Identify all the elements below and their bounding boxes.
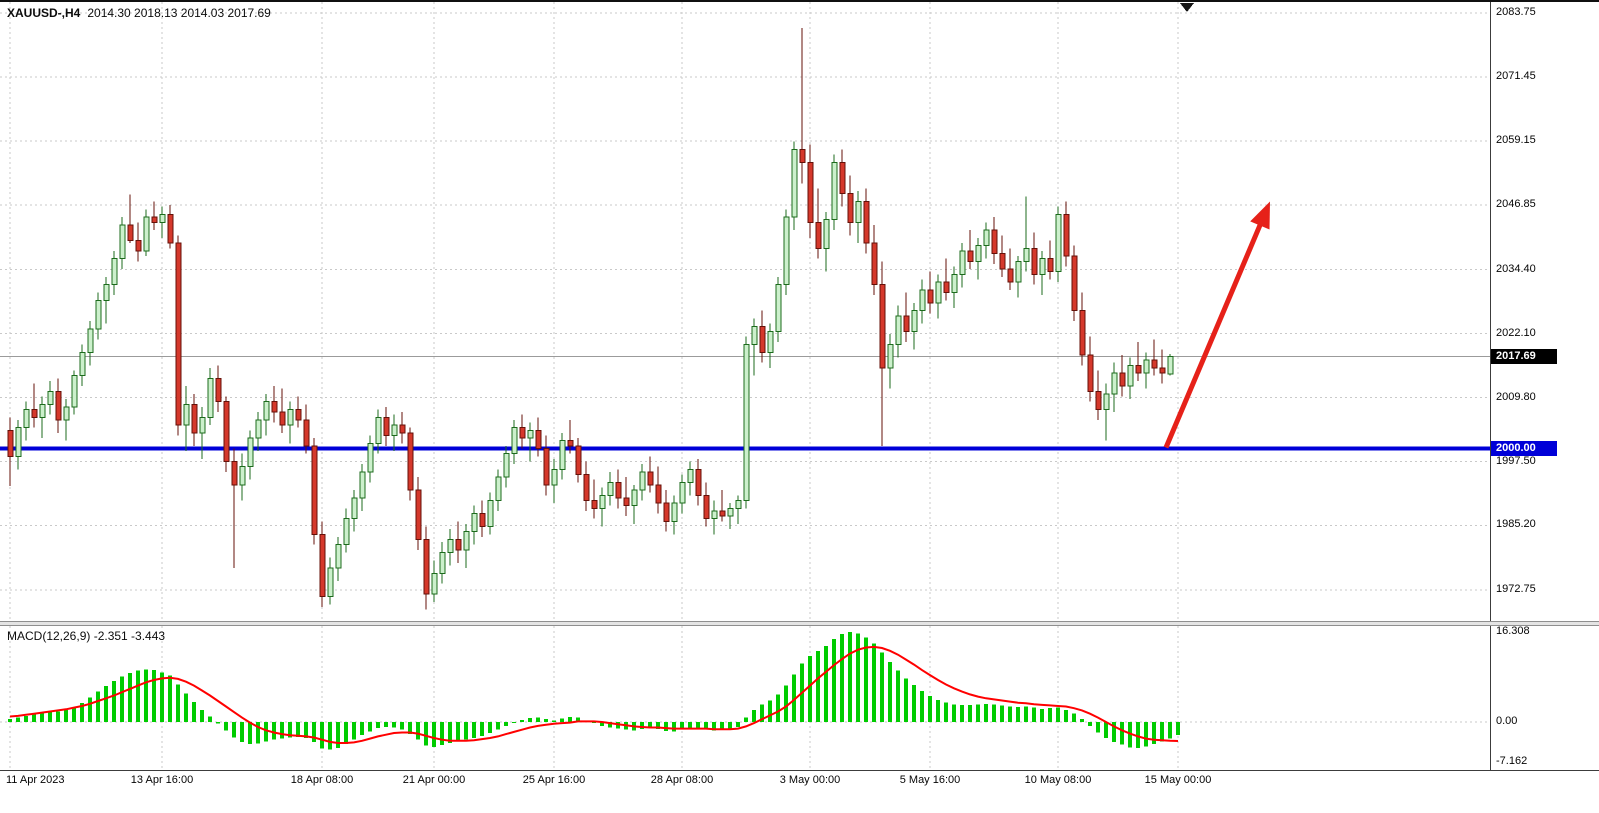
price-axis-label: 2009.80 bbox=[1496, 391, 1536, 403]
time-axis-label: 13 Apr 16:00 bbox=[130, 774, 194, 786]
macd-signal-line bbox=[9, 645, 1179, 744]
time-axis-label: 21 Apr 00:00 bbox=[402, 774, 466, 786]
price-axis-label: 2071.45 bbox=[1496, 70, 1536, 82]
price-axis-label: 2046.85 bbox=[1496, 198, 1536, 210]
macd-axis-label: 0.00 bbox=[1496, 715, 1518, 727]
time-axis-label: 3 May 00:00 bbox=[779, 774, 841, 786]
time-axis-label: 15 May 00:00 bbox=[1144, 774, 1212, 786]
chart-shift-marker-icon[interactable] bbox=[1180, 3, 1194, 12]
level-price-tag: 2000.00 bbox=[1491, 441, 1557, 456]
price-axis-label: 2083.75 bbox=[1496, 6, 1536, 18]
time-axis-label: 28 Apr 08:00 bbox=[650, 774, 714, 786]
price-axis-label: 2022.10 bbox=[1496, 327, 1536, 339]
macd-histogram bbox=[8, 632, 1180, 750]
panel-splitter[interactable] bbox=[0, 621, 1599, 626]
time-axis-label: 11 Apr 2023 bbox=[6, 774, 65, 786]
candles-layer bbox=[7, 27, 1174, 610]
price-axis-label: 1985.20 bbox=[1496, 518, 1536, 530]
time-axis-label: 10 May 08:00 bbox=[1024, 774, 1092, 786]
time-axis-label: 25 Apr 16:00 bbox=[522, 774, 586, 786]
macd-indicator-label: MACD(12,26,9) -2.351 -3.443 bbox=[7, 629, 166, 643]
trend-arrow[interactable] bbox=[1163, 201, 1270, 449]
window-top-border bbox=[0, 0, 1599, 2]
price-axis-label: 1997.50 bbox=[1496, 455, 1536, 467]
price-axis-border bbox=[1490, 0, 1491, 771]
symbol-timeframe-label: XAUUSD-,H4 bbox=[7, 6, 81, 20]
time-axis-border bbox=[0, 770, 1599, 771]
macd-axis-label: 16.308 bbox=[1496, 625, 1530, 637]
macd-axis-label: -7.162 bbox=[1496, 755, 1528, 767]
time-axis-label: 5 May 16:00 bbox=[899, 774, 961, 786]
price-axis-label: 1972.75 bbox=[1496, 583, 1536, 595]
price-axis-label: 2034.40 bbox=[1496, 263, 1536, 275]
price-axis-label: 2059.15 bbox=[1496, 134, 1536, 146]
ohlc-readout: 2014.30 2018.13 2014.03 2017.69 bbox=[87, 6, 271, 20]
current-price-tag: 2017.69 bbox=[1491, 349, 1557, 364]
time-axis-label: 18 Apr 08:00 bbox=[290, 774, 354, 786]
chart-title: XAUUSD-,H4 2014.30 2018.13 2014.03 2017.6… bbox=[7, 6, 271, 20]
